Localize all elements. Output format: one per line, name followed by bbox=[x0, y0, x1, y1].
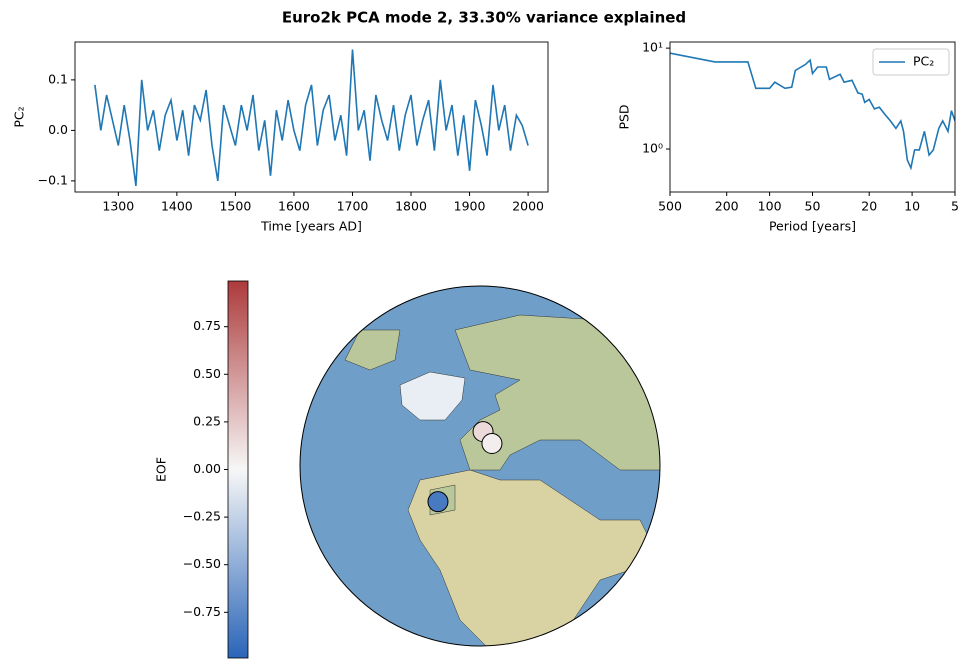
y-tick-label: 0.0 bbox=[48, 122, 68, 137]
globe-outline bbox=[299, 285, 661, 647]
x-tick-label: 1600 bbox=[278, 199, 310, 214]
site-marker bbox=[427, 491, 449, 513]
figure-title: Euro2k PCA mode 2, 33.30% variance expla… bbox=[282, 9, 686, 27]
data-line bbox=[94, 49, 529, 187]
x-tick-label: 5 bbox=[951, 199, 959, 214]
axes-frame bbox=[669, 41, 956, 193]
x-tick-label: 1700 bbox=[337, 199, 369, 214]
axes-frame bbox=[74, 41, 549, 193]
x-tick-label: 2000 bbox=[512, 199, 544, 214]
legend-label: PC₂ bbox=[913, 54, 934, 69]
x-tick-label: 50 bbox=[805, 199, 821, 214]
colorbar-tick-label: 0.00 bbox=[193, 461, 221, 476]
colorbar-tick-label: −0.75 bbox=[183, 604, 221, 619]
x-tick-label: 20 bbox=[861, 199, 877, 214]
x-tick-label: 200 bbox=[715, 199, 739, 214]
y-axis-label: PC₂ bbox=[12, 106, 27, 127]
colorbar-label: EOF bbox=[154, 457, 169, 482]
colorbar-tick-label: 0.25 bbox=[193, 413, 221, 428]
x-tick-label: 1800 bbox=[395, 199, 427, 214]
x-tick-label: 1400 bbox=[161, 199, 193, 214]
x-tick-label: 500 bbox=[658, 199, 682, 214]
x-tick-label: 1900 bbox=[454, 199, 486, 214]
arctic-islands bbox=[344, 329, 401, 371]
site-marker bbox=[481, 433, 503, 455]
colorbar-tick-label: −0.50 bbox=[183, 556, 221, 571]
y-tick-label: −0.1 bbox=[38, 172, 68, 187]
legend-box bbox=[872, 48, 950, 76]
x-tick-label: 1500 bbox=[219, 199, 251, 214]
greenland bbox=[399, 371, 466, 421]
y-tick-label: 10¹ bbox=[642, 40, 663, 55]
colorbar-tick-label: −0.25 bbox=[183, 509, 221, 524]
data-line bbox=[670, 52, 955, 171]
colorbar-tick-label: 0.50 bbox=[193, 366, 221, 381]
y-axis-label: PSD bbox=[617, 104, 632, 129]
x-axis-label: Period [years] bbox=[769, 219, 856, 234]
x-tick-label: 100 bbox=[758, 199, 782, 214]
x-tick-label: 1300 bbox=[102, 199, 134, 214]
y-tick-label: 0.1 bbox=[48, 71, 68, 86]
colorbar-tick-label: 0.75 bbox=[193, 318, 221, 333]
globe bbox=[299, 285, 661, 647]
y-tick-label: 10⁰ bbox=[642, 141, 663, 156]
colorbar bbox=[227, 280, 249, 659]
land bbox=[344, 314, 660, 646]
x-tick-label: 10 bbox=[904, 199, 920, 214]
x-axis-label: Time [years AD] bbox=[260, 219, 362, 234]
